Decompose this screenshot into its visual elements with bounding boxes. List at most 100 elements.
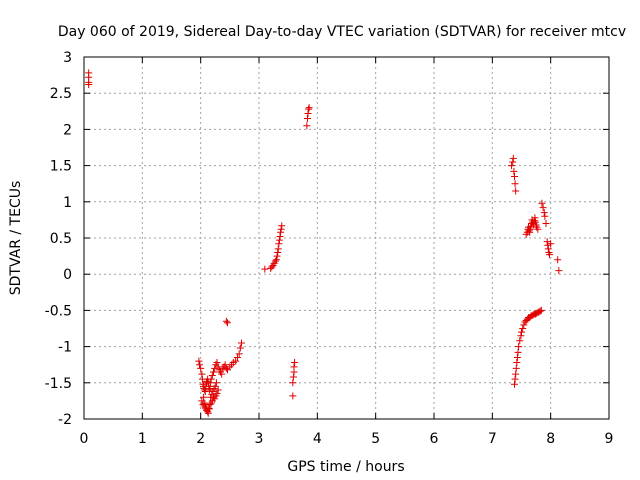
data-point xyxy=(525,227,533,235)
data-point xyxy=(236,344,244,352)
data-point xyxy=(208,372,216,380)
data-point xyxy=(540,209,548,217)
data-point xyxy=(274,248,282,256)
data-point xyxy=(204,409,212,417)
data-point xyxy=(207,375,215,383)
data-point xyxy=(290,363,298,371)
data-point xyxy=(275,236,283,244)
y-axis-title: SDTVAR / TECUs xyxy=(8,181,24,296)
data-point xyxy=(305,104,313,112)
data-point xyxy=(278,222,286,230)
x-tick-labels: 0 1 2 3 4 5 6 7 8 9 xyxy=(80,431,614,447)
axis-ticks xyxy=(83,56,610,420)
y-tick-label: -1.5 xyxy=(45,376,72,392)
data-point xyxy=(303,115,311,123)
data-point xyxy=(233,353,241,361)
y-tick-label: 1 xyxy=(63,195,72,211)
data-point xyxy=(555,267,563,275)
data-point xyxy=(232,357,240,365)
data-point xyxy=(542,220,550,228)
data-point xyxy=(526,225,534,233)
data-point xyxy=(195,357,203,365)
x-tick-label: 5 xyxy=(371,431,380,447)
data-point xyxy=(204,408,212,416)
data-point xyxy=(205,386,213,394)
x-tick-label: 2 xyxy=(196,431,205,447)
data-point xyxy=(213,359,221,367)
data-point xyxy=(520,321,528,329)
data-point xyxy=(518,328,525,336)
data-point xyxy=(512,364,520,372)
data-point xyxy=(537,306,545,314)
data-point xyxy=(238,339,245,347)
data-point xyxy=(274,245,282,253)
data-point xyxy=(211,364,219,372)
y-tick-labels: -2 -1.5 -1 -0.5 0 0.5 1 1.5 2 2.5 3 xyxy=(45,50,72,428)
data-point xyxy=(526,228,534,236)
data-point xyxy=(538,199,546,207)
data-point xyxy=(511,172,518,180)
y-tick-label: 1.5 xyxy=(50,159,72,175)
data-point xyxy=(277,228,285,236)
data-point xyxy=(554,256,562,264)
data-point xyxy=(214,386,222,394)
data-point xyxy=(289,379,297,387)
x-tick-label: 9 xyxy=(605,431,614,447)
y-tick-label: 2.5 xyxy=(50,86,72,102)
x-tick-label: 1 xyxy=(138,431,147,447)
data-point xyxy=(197,364,205,372)
x-axis-title: GPS time / hours xyxy=(287,459,404,475)
data-point xyxy=(275,240,283,248)
data-point xyxy=(511,375,519,383)
data-point xyxy=(517,332,525,340)
chart-title: Day 060 of 2019, Sidereal Day-to-day VTE… xyxy=(58,24,626,40)
data-point xyxy=(304,109,312,117)
data-point xyxy=(210,368,217,376)
y-tick-label: 0 xyxy=(63,267,72,283)
data-point xyxy=(544,245,552,253)
data-point xyxy=(211,395,219,403)
data-point xyxy=(201,399,209,407)
x-tick-label: 4 xyxy=(313,431,322,447)
data-point xyxy=(235,350,243,358)
data-point xyxy=(271,257,279,265)
data-point xyxy=(536,307,544,315)
x-tick-label: 3 xyxy=(255,431,264,447)
data-point xyxy=(218,370,226,378)
data-point xyxy=(205,405,213,413)
data-point xyxy=(289,373,297,381)
y-tick-label: -2 xyxy=(58,412,72,428)
data-point xyxy=(509,154,517,162)
data-point xyxy=(211,382,219,390)
data-point xyxy=(511,180,519,188)
y-tick-label: 2 xyxy=(63,122,72,138)
data-point xyxy=(513,353,521,361)
data-point xyxy=(261,265,269,273)
data-point xyxy=(213,390,221,398)
data-point xyxy=(508,162,516,170)
y-tick-label: 3 xyxy=(63,50,72,66)
x-tick-label: 8 xyxy=(546,431,555,447)
y-tick-label: 0.5 xyxy=(50,231,72,247)
data-point xyxy=(201,387,209,395)
data-point xyxy=(273,256,280,264)
data-point xyxy=(516,337,524,345)
data-point xyxy=(546,251,553,259)
data-point xyxy=(519,325,527,332)
data-point xyxy=(222,364,230,372)
data-point xyxy=(277,225,285,233)
x-tick-label: 7 xyxy=(488,431,497,447)
data-point xyxy=(532,218,539,226)
data-point xyxy=(539,204,547,212)
data-point xyxy=(530,217,538,225)
data-point xyxy=(212,379,220,387)
data-point xyxy=(224,319,231,327)
y-tick-label: -1 xyxy=(58,340,72,356)
data-point xyxy=(513,359,521,367)
data-point xyxy=(541,212,549,220)
data-point xyxy=(512,370,520,378)
data-point xyxy=(198,370,206,378)
data-point xyxy=(200,393,208,401)
x-tick-label: 6 xyxy=(430,431,439,447)
